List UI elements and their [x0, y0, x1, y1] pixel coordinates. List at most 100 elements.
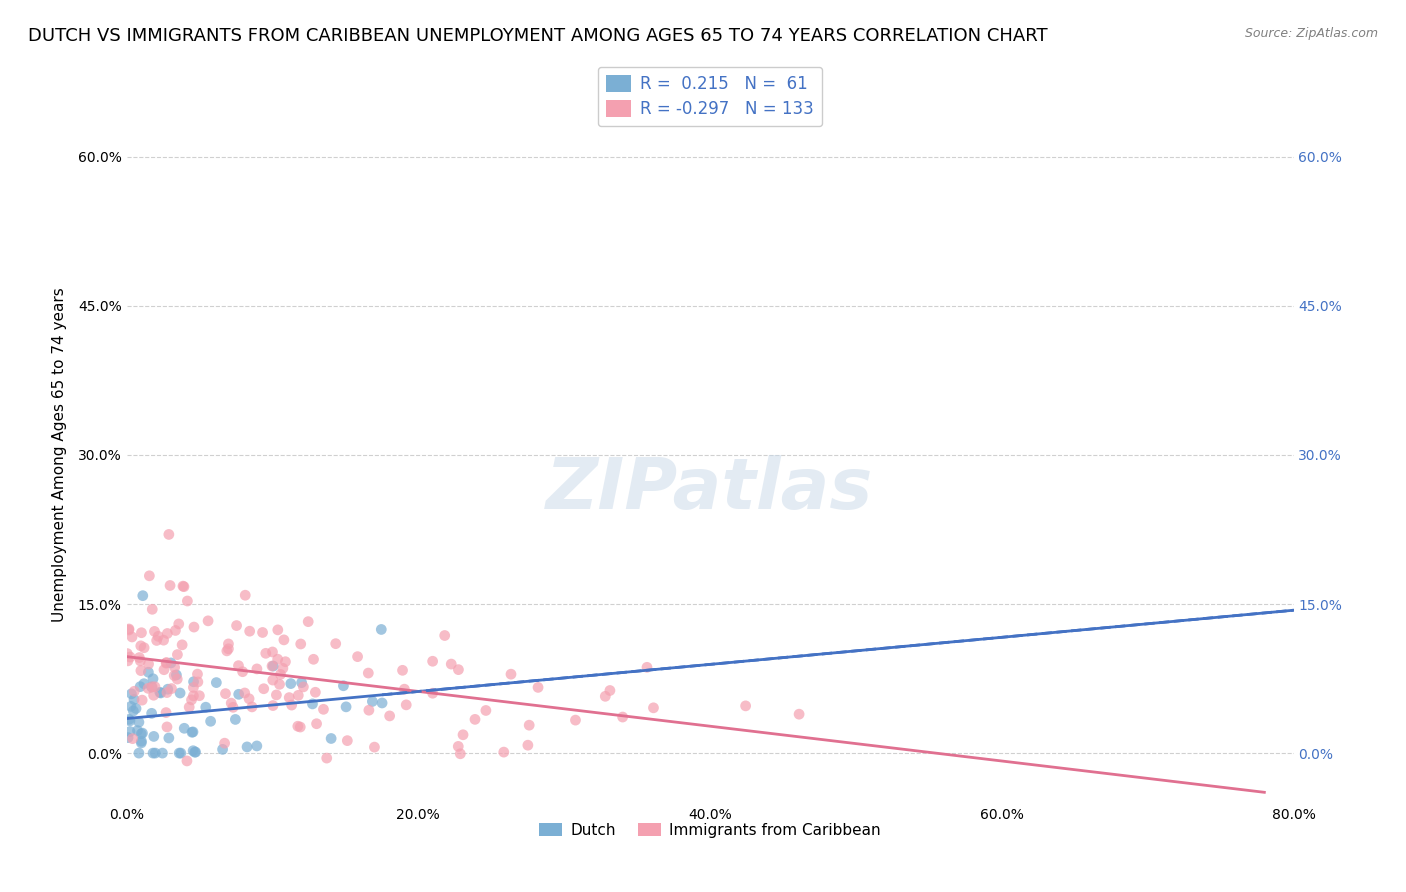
Immigrants from Caribbean	[278, 690, 301, 705]
Immigrants from Caribbean	[394, 682, 416, 697]
Immigrants from Caribbean	[222, 700, 245, 714]
Dutch	[118, 714, 141, 728]
Immigrants from Caribbean	[346, 649, 368, 664]
Immigrants from Caribbean	[254, 646, 277, 660]
Dutch	[181, 744, 204, 758]
Dutch	[228, 687, 250, 701]
Text: ZIPatlas: ZIPatlas	[547, 455, 873, 524]
Dutch	[141, 680, 163, 694]
Immigrants from Caribbean	[422, 686, 444, 700]
Immigrants from Caribbean	[271, 661, 294, 675]
Immigrants from Caribbean	[270, 667, 292, 681]
Immigrants from Caribbean	[287, 719, 309, 733]
Dutch	[321, 731, 343, 746]
Dutch	[184, 745, 207, 759]
Immigrants from Caribbean	[118, 623, 141, 637]
Immigrants from Caribbean	[225, 618, 247, 632]
Dutch	[120, 699, 142, 714]
Dutch	[371, 696, 394, 710]
Immigrants from Caribbean	[305, 716, 328, 731]
Immigrants from Caribbean	[499, 667, 522, 681]
Immigrants from Caribbean	[176, 754, 198, 768]
Immigrants from Caribbean	[262, 673, 284, 687]
Immigrants from Caribbean	[217, 637, 239, 651]
Text: Source: ZipAtlas.com: Source: ZipAtlas.com	[1244, 27, 1378, 40]
Immigrants from Caribbean	[643, 701, 665, 715]
Dutch	[118, 724, 141, 739]
Dutch	[128, 715, 150, 730]
Immigrants from Caribbean	[239, 624, 262, 639]
Immigrants from Caribbean	[357, 703, 380, 717]
Immigrants from Caribbean	[228, 658, 250, 673]
Immigrants from Caribbean	[172, 579, 194, 593]
Immigrants from Caribbean	[163, 660, 186, 674]
Dutch	[142, 746, 165, 760]
Dutch	[143, 746, 166, 760]
Immigrants from Caribbean	[179, 700, 201, 714]
Immigrants from Caribbean	[253, 681, 276, 696]
Immigrants from Caribbean	[325, 637, 347, 651]
Immigrants from Caribbean	[157, 527, 180, 541]
Immigrants from Caribbean	[233, 588, 256, 602]
Immigrants from Caribbean	[138, 569, 160, 583]
Immigrants from Caribbean	[363, 740, 385, 755]
Immigrants from Caribbean	[280, 698, 302, 712]
Immigrants from Caribbean	[155, 706, 177, 720]
Immigrants from Caribbean	[315, 751, 337, 765]
Dutch	[236, 739, 259, 754]
Dutch	[141, 706, 163, 721]
Immigrants from Caribbean	[378, 709, 401, 723]
Immigrants from Caribbean	[269, 677, 291, 691]
Immigrants from Caribbean	[447, 663, 470, 677]
Immigrants from Caribbean	[240, 699, 263, 714]
Dutch	[129, 727, 152, 741]
Dutch	[332, 679, 354, 693]
Immigrants from Caribbean	[172, 638, 194, 652]
Dutch	[132, 676, 155, 690]
Immigrants from Caribbean	[186, 667, 208, 681]
Immigrants from Caribbean	[156, 626, 179, 640]
Immigrants from Caribbean	[636, 660, 658, 674]
Immigrants from Caribbean	[197, 614, 219, 628]
Immigrants from Caribbean	[233, 686, 256, 700]
Immigrants from Caribbean	[492, 745, 515, 759]
Immigrants from Caribbean	[599, 683, 621, 698]
Immigrants from Caribbean	[475, 703, 498, 717]
Immigrants from Caribbean	[214, 736, 236, 750]
Dutch	[142, 730, 165, 744]
Immigrants from Caribbean	[595, 690, 617, 704]
Dutch	[128, 746, 150, 760]
Immigrants from Caribbean	[449, 747, 471, 761]
Dutch	[246, 739, 269, 753]
Immigrants from Caribbean	[183, 689, 205, 703]
Immigrants from Caribbean	[262, 698, 284, 713]
Immigrants from Caribbean	[121, 731, 143, 746]
Immigrants from Caribbean	[246, 662, 269, 676]
Immigrants from Caribbean	[120, 650, 142, 665]
Immigrants from Caribbean	[440, 657, 463, 671]
Dutch	[122, 704, 145, 718]
Immigrants from Caribbean	[219, 696, 242, 710]
Dutch	[169, 686, 191, 700]
Immigrants from Caribbean	[287, 689, 309, 703]
Immigrants from Caribbean	[787, 707, 810, 722]
Dutch	[183, 674, 205, 689]
Immigrants from Caribbean	[141, 602, 163, 616]
Y-axis label: Unemployment Among Ages 65 to 74 years: Unemployment Among Ages 65 to 74 years	[52, 287, 66, 623]
Immigrants from Caribbean	[156, 720, 179, 734]
Dutch	[131, 736, 153, 750]
Dutch	[291, 675, 314, 690]
Immigrants from Caribbean	[516, 738, 538, 752]
Immigrants from Caribbean	[266, 688, 288, 702]
Immigrants from Caribbean	[564, 713, 586, 727]
Immigrants from Caribbean	[734, 698, 756, 713]
Immigrants from Caribbean	[451, 728, 474, 742]
Dutch	[157, 731, 180, 745]
Immigrants from Caribbean	[131, 625, 153, 640]
Immigrants from Caribbean	[215, 644, 238, 658]
Dutch	[184, 745, 207, 759]
Immigrants from Caribbean	[312, 702, 335, 716]
Immigrants from Caribbean	[159, 578, 181, 592]
Dutch	[118, 712, 141, 726]
Immigrants from Caribbean	[148, 629, 170, 643]
